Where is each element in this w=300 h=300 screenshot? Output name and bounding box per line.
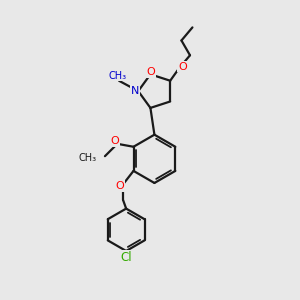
Text: Cl: Cl (120, 251, 132, 264)
Text: O: O (178, 61, 187, 72)
Text: N: N (130, 86, 139, 96)
Text: CH₃: CH₃ (109, 70, 127, 80)
Text: O: O (115, 181, 124, 190)
Text: O: O (110, 136, 119, 146)
Text: O: O (146, 67, 155, 77)
Text: CH₃: CH₃ (79, 153, 97, 163)
